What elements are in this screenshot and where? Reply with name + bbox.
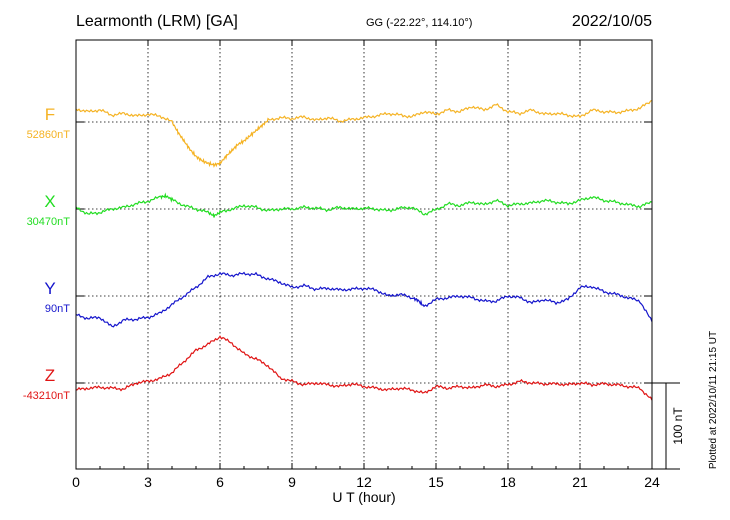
scale-bar: 100 nT: [652, 382, 685, 470]
x-tick-label-6: 6: [216, 474, 224, 490]
series-baseline-X: 30470nT: [27, 216, 71, 228]
series-baseline-Y: 90nT: [45, 303, 70, 315]
series-line-Y: [75, 271, 653, 328]
series-name-F: F: [45, 105, 55, 124]
plot-footer: Plotted at 2022/10/11 21:15 UT: [708, 331, 719, 469]
x-tick-label-3: 3: [144, 474, 152, 490]
series-lines: [75, 99, 653, 401]
series-line-Z: [75, 335, 653, 401]
series-name-Y: Y: [44, 279, 55, 298]
x-axis-label: U T (hour): [332, 489, 395, 505]
series-name-X: X: [44, 192, 55, 211]
x-tick-label-15: 15: [428, 474, 444, 490]
x-tick-label-9: 9: [288, 474, 296, 490]
x-tick-label-0: 0: [72, 474, 80, 490]
x-axis-ticks: 0 3 6 9 12 15 18 21 24: [72, 40, 660, 490]
x-tick-label-18: 18: [500, 474, 516, 490]
grid-lines: [147, 40, 581, 469]
series-name-Z: Z: [45, 366, 55, 385]
chart-date: 2022/10/05: [572, 13, 652, 30]
x-tick-label-21: 21: [572, 474, 588, 490]
x-tick-label-24: 24: [644, 474, 660, 490]
scale-bar-label: 100 nT: [671, 407, 685, 445]
series-line-F: [75, 99, 653, 168]
series-baseline-Z: -43210nT: [23, 390, 70, 402]
chart-subtitle: GG (-22.22°, 114.10°): [366, 17, 472, 29]
series-line-X: [75, 192, 653, 218]
x-tick-label-12: 12: [356, 474, 372, 490]
chart-title: Learmonth (LRM) [GA]: [76, 13, 238, 30]
series-labels: F 52860nT X 30470nT Y 90nT Z -43210nT: [23, 105, 70, 402]
series-baseline-F: 52860nT: [27, 129, 71, 141]
